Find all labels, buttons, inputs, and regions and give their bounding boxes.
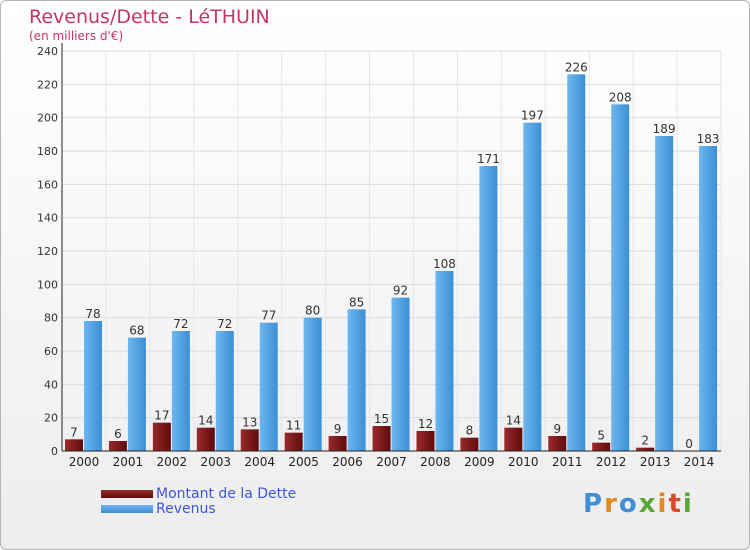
- bar-dette: [636, 447, 655, 451]
- y-tick-label: 220: [37, 78, 58, 91]
- chart-title: Revenus/Dette - LéTHUIN: [29, 6, 270, 28]
- data-label-dette: 13: [242, 415, 257, 429]
- bar-dette: [108, 441, 127, 451]
- data-label-revenus: 108: [433, 257, 456, 271]
- y-tick-label: 120: [37, 245, 58, 258]
- chart-subtitle: (en milliers d'€): [29, 29, 124, 43]
- bar-revenus: [171, 331, 190, 451]
- legend-swatch-revenus: [101, 505, 153, 513]
- data-label-revenus: 80: [305, 304, 320, 318]
- data-label-dette: 0: [685, 437, 693, 451]
- data-label-dette: 5: [597, 429, 605, 443]
- bar-revenus: [567, 74, 586, 451]
- data-label-revenus: 171: [477, 152, 500, 166]
- bar-dette: [196, 427, 215, 451]
- data-label-dette: 9: [553, 422, 561, 436]
- bar-revenus: [303, 317, 322, 451]
- bar-revenus: [479, 166, 498, 451]
- bar-revenus: [84, 321, 102, 451]
- bar-dette: [504, 427, 523, 451]
- data-label-revenus: 92: [393, 284, 408, 298]
- bar-dette: [460, 437, 479, 451]
- bar-revenus: [523, 122, 542, 452]
- y-tick-label: 100: [37, 278, 58, 291]
- data-label-dette: 2: [641, 434, 649, 448]
- x-tick-label: 2000: [69, 455, 100, 469]
- bar-dette: [152, 422, 171, 451]
- data-label-dette: 17: [154, 409, 169, 423]
- x-tick-label: 2004: [244, 455, 275, 469]
- x-tick-label: 2001: [113, 455, 144, 469]
- bar-revenus: [391, 297, 410, 451]
- x-tick-label: 2002: [157, 455, 188, 469]
- x-tick-label: 2014: [684, 455, 715, 469]
- bar-revenus: [347, 309, 366, 451]
- data-label-dette: 15: [374, 412, 389, 426]
- bar-revenus: [611, 104, 630, 451]
- data-label-revenus: 189: [653, 122, 676, 136]
- y-tick-label: 160: [37, 178, 58, 191]
- x-tick-label: 2005: [288, 455, 319, 469]
- data-label-dette: 8: [466, 424, 474, 438]
- data-label-revenus: 208: [609, 90, 632, 104]
- data-label-revenus: 183: [697, 132, 720, 146]
- data-label-revenus: 72: [173, 317, 188, 331]
- bar-dette: [65, 439, 83, 451]
- y-tick-label: 140: [37, 212, 58, 225]
- data-label-revenus: 226: [565, 60, 588, 74]
- x-tick-label: 2011: [552, 455, 583, 469]
- legend-swatch-dette: [101, 490, 153, 498]
- data-label-revenus: 85: [349, 295, 364, 309]
- proxiti-logo: Proxiti: [583, 489, 694, 519]
- bar-dette: [416, 431, 435, 451]
- data-label-dette: 6: [114, 427, 122, 441]
- bar-dette: [328, 436, 347, 451]
- x-tick-label: 2013: [640, 455, 671, 469]
- data-label-dette: 9: [334, 422, 342, 436]
- bar-revenus: [127, 337, 146, 451]
- data-label-revenus: 197: [521, 109, 544, 123]
- data-label-dette: 12: [418, 417, 433, 431]
- bar-dette: [372, 426, 391, 451]
- x-tick-label: 2012: [596, 455, 627, 469]
- bar-revenus: [259, 322, 278, 451]
- data-label-dette: 14: [506, 414, 521, 428]
- y-tick-label: 20: [44, 412, 58, 425]
- data-label-revenus: 68: [129, 324, 144, 338]
- x-tick-label: 2003: [200, 455, 231, 469]
- bar-revenus: [435, 271, 454, 451]
- bar-revenus: [655, 136, 674, 451]
- x-tick-label: 2006: [332, 455, 363, 469]
- y-tick-label: 0: [51, 445, 58, 458]
- x-tick-label: 2010: [508, 455, 539, 469]
- y-tick-label: 40: [44, 378, 58, 391]
- legend-label-dette: Montant de la Dette: [156, 486, 297, 502]
- data-labels: 7786681772147213771180985159212108817114…: [70, 60, 719, 451]
- data-label-revenus: 72: [217, 317, 232, 331]
- y-tick-label: 240: [37, 45, 58, 58]
- bar-dette: [548, 436, 567, 451]
- bar-dette: [592, 442, 611, 451]
- y-tick-label: 60: [44, 345, 58, 358]
- x-tick-label: 2008: [420, 455, 451, 469]
- x-tick-label: 2007: [376, 455, 407, 469]
- y-tick-label: 180: [37, 145, 58, 158]
- y-tick-label: 200: [37, 112, 58, 125]
- y-tick-label: 80: [44, 312, 58, 325]
- bar-dette: [240, 429, 259, 451]
- data-label-dette: 11: [286, 419, 301, 433]
- data-label-dette: 14: [198, 414, 213, 428]
- bar-revenus: [215, 331, 234, 451]
- x-tick-label: 2009: [464, 455, 495, 469]
- bar-dette: [284, 432, 303, 451]
- data-label-revenus: 77: [261, 309, 276, 323]
- legend-label-revenus: Revenus: [156, 501, 216, 517]
- bars: [65, 74, 718, 452]
- data-label-dette: 7: [70, 425, 78, 439]
- bar-revenus: [699, 146, 718, 451]
- data-label-revenus: 78: [85, 307, 100, 321]
